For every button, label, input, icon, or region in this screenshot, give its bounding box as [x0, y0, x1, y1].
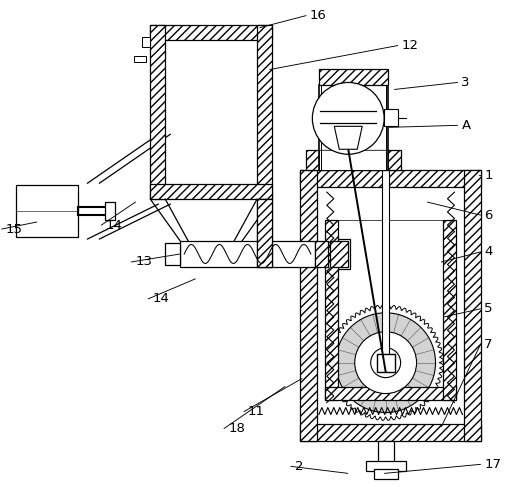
- Bar: [165, 39, 257, 184]
- Bar: [325, 220, 338, 399]
- Bar: [315, 241, 328, 267]
- Bar: [378, 441, 394, 463]
- Bar: [319, 150, 388, 170]
- Bar: [325, 387, 456, 399]
- Text: 5: 5: [484, 302, 493, 315]
- Bar: [374, 469, 397, 479]
- Text: 14: 14: [152, 292, 169, 305]
- Bar: [444, 220, 456, 399]
- Text: 18: 18: [228, 422, 245, 435]
- Bar: [257, 199, 272, 267]
- Bar: [384, 110, 398, 126]
- Text: 17: 17: [484, 458, 501, 471]
- Text: 6: 6: [484, 208, 493, 222]
- Bar: [105, 202, 115, 220]
- Text: 2: 2: [295, 460, 304, 473]
- Bar: [257, 199, 272, 267]
- Bar: [306, 150, 401, 170]
- Bar: [150, 184, 272, 199]
- Bar: [328, 239, 350, 269]
- Text: 12: 12: [402, 39, 418, 52]
- Text: 3: 3: [462, 76, 470, 89]
- Circle shape: [313, 82, 384, 154]
- Text: 7: 7: [484, 338, 493, 351]
- Text: 11: 11: [248, 405, 265, 418]
- Bar: [377, 354, 395, 372]
- Circle shape: [336, 313, 435, 412]
- Bar: [319, 150, 388, 170]
- Bar: [317, 187, 464, 425]
- Bar: [319, 69, 388, 85]
- Text: 16: 16: [310, 9, 327, 22]
- Bar: [330, 241, 348, 267]
- Text: A: A: [462, 119, 471, 132]
- Text: 4: 4: [484, 245, 493, 259]
- Bar: [150, 25, 272, 39]
- Bar: [150, 25, 165, 199]
- Bar: [300, 425, 481, 441]
- Text: 13: 13: [135, 256, 152, 268]
- Bar: [257, 25, 272, 199]
- Bar: [134, 56, 147, 62]
- Bar: [165, 243, 180, 265]
- Text: 14: 14: [105, 219, 122, 231]
- Bar: [300, 170, 481, 187]
- Bar: [317, 187, 464, 425]
- Bar: [180, 241, 315, 267]
- Bar: [300, 170, 317, 441]
- Bar: [16, 185, 77, 237]
- Bar: [165, 39, 257, 184]
- Bar: [366, 461, 406, 471]
- Bar: [142, 37, 150, 47]
- Circle shape: [370, 348, 401, 377]
- Text: 15: 15: [6, 223, 23, 236]
- Bar: [382, 170, 389, 354]
- Circle shape: [355, 332, 416, 393]
- Bar: [338, 220, 444, 387]
- Bar: [338, 220, 444, 387]
- Text: 1: 1: [484, 169, 493, 182]
- Polygon shape: [334, 126, 362, 150]
- Polygon shape: [328, 305, 443, 420]
- Bar: [464, 170, 481, 441]
